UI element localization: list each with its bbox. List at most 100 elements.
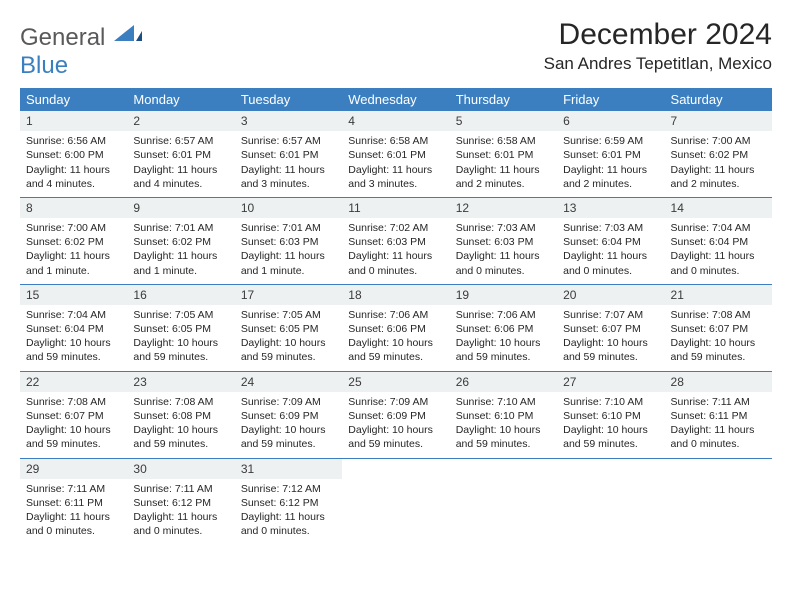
sunset-label: Sunset: 6:07 PM: [26, 409, 121, 423]
daylight-label: Daylight: 10 hours and 59 minutes.: [241, 336, 336, 364]
day-detail: Sunrise: 7:02 AMSunset: 6:03 PMDaylight:…: [342, 218, 449, 284]
sunset-label: Sunset: 6:01 PM: [133, 148, 228, 162]
sunrise-label: Sunrise: 7:07 AM: [563, 308, 658, 322]
sunrise-label: Sunrise: 7:00 AM: [671, 134, 766, 148]
weekday-label: Friday: [557, 88, 664, 111]
sunset-label: Sunset: 6:05 PM: [133, 322, 228, 336]
day-detail: Sunrise: 7:07 AMSunset: 6:07 PMDaylight:…: [557, 305, 664, 371]
sunset-label: Sunset: 6:10 PM: [563, 409, 658, 423]
day-number: 15: [20, 285, 127, 305]
day-detail: Sunrise: 7:05 AMSunset: 6:05 PMDaylight:…: [127, 305, 234, 371]
day-number: 17: [235, 285, 342, 305]
day-number: 28: [665, 372, 772, 392]
daylight-label: Daylight: 10 hours and 59 minutes.: [456, 336, 551, 364]
daylight-label: Daylight: 11 hours and 4 minutes.: [133, 163, 228, 191]
day-number: 13: [557, 198, 664, 218]
sunrise-label: Sunrise: 7:06 AM: [456, 308, 551, 322]
sunrise-label: Sunrise: 7:05 AM: [241, 308, 336, 322]
calendar-cell: 15 Sunrise: 7:04 AMSunset: 6:04 PMDayligh…: [20, 285, 127, 371]
header-bar: General Blue December 2024 San Andres Te…: [20, 18, 772, 80]
calendar-cell: 26Sunrise: 7:10 AMSunset: 6:10 PMDayligh…: [450, 372, 557, 458]
day-number: 23: [127, 372, 234, 392]
day-number: 24: [235, 372, 342, 392]
sunset-label: Sunset: 6:04 PM: [26, 322, 121, 336]
calendar-cell: 19Sunrise: 7:06 AMSunset: 6:06 PMDayligh…: [450, 285, 557, 371]
sunset-label: Sunset: 6:03 PM: [241, 235, 336, 249]
sunrise-label: Sunrise: 7:04 AM: [26, 308, 121, 322]
calendar-cell: 30Sunrise: 7:11 AMSunset: 6:12 PMDayligh…: [127, 459, 234, 545]
sunset-label: Sunset: 6:11 PM: [26, 496, 121, 510]
weekday-label: Sunday: [20, 88, 127, 111]
calendar-cell: 11Sunrise: 7:02 AMSunset: 6:03 PMDayligh…: [342, 198, 449, 284]
day-detail: Sunrise: 7:08 AMSunset: 6:08 PMDaylight:…: [127, 392, 234, 458]
day-detail: Sunrise: 7:09 AMSunset: 6:09 PMDaylight:…: [342, 392, 449, 458]
daylight-label: Daylight: 11 hours and 1 minute.: [26, 249, 121, 277]
calendar-cell: 20Sunrise: 7:07 AMSunset: 6:07 PMDayligh…: [557, 285, 664, 371]
day-detail: Sunrise: 7:08 AMSunset: 6:07 PMDaylight:…: [665, 305, 772, 371]
sunset-label: Sunset: 6:04 PM: [563, 235, 658, 249]
weekday-label: Thursday: [450, 88, 557, 111]
day-detail: Sunrise: 7:10 AMSunset: 6:10 PMDaylight:…: [557, 392, 664, 458]
weekday-label: Saturday: [665, 88, 772, 111]
daylight-label: Daylight: 11 hours and 0 minutes.: [563, 249, 658, 277]
daylight-label: Daylight: 10 hours and 59 minutes.: [456, 423, 551, 451]
month-title: December 2024: [544, 18, 772, 52]
day-detail: Sunrise: 7:08 AMSunset: 6:07 PMDaylight:…: [20, 392, 127, 458]
sunset-label: Sunset: 6:01 PM: [241, 148, 336, 162]
calendar-cell: 13Sunrise: 7:03 AMSunset: 6:04 PMDayligh…: [557, 198, 664, 284]
sunset-label: Sunset: 6:01 PM: [456, 148, 551, 162]
day-number: 6: [557, 111, 664, 131]
daylight-label: Daylight: 10 hours and 59 minutes.: [671, 336, 766, 364]
sunset-label: Sunset: 6:11 PM: [671, 409, 766, 423]
calendar-week: 29Sunrise: 7:11 AMSunset: 6:11 PMDayligh…: [20, 458, 772, 545]
calendar-cell: 16Sunrise: 7:05 AMSunset: 6:05 PMDayligh…: [127, 285, 234, 371]
sunset-label: Sunset: 6:09 PM: [241, 409, 336, 423]
sunrise-label: Sunrise: 6:58 AM: [456, 134, 551, 148]
sunset-label: Sunset: 6:00 PM: [26, 148, 121, 162]
logo-sail-icon: [114, 25, 142, 45]
day-number: 22: [20, 372, 127, 392]
day-number: 30: [127, 459, 234, 479]
sunrise-label: Sunrise: 7:10 AM: [456, 395, 551, 409]
daylight-label: Daylight: 11 hours and 0 minutes.: [241, 510, 336, 538]
day-detail: Sunrise: 6:58 AMSunset: 6:01 PMDaylight:…: [342, 131, 449, 197]
calendar-cell: 31Sunrise: 7:12 AMSunset: 6:12 PMDayligh…: [235, 459, 342, 545]
sunrise-label: Sunrise: 7:08 AM: [671, 308, 766, 322]
sunrise-label: Sunrise: 6:57 AM: [241, 134, 336, 148]
day-detail: Sunrise: 7:09 AMSunset: 6:09 PMDaylight:…: [235, 392, 342, 458]
sunrise-label: Sunrise: 7:08 AM: [133, 395, 228, 409]
sunrise-label: Sunrise: 7:06 AM: [348, 308, 443, 322]
location-label: San Andres Tepetitlan, Mexico: [544, 54, 772, 74]
day-number: 20: [557, 285, 664, 305]
daylight-label: Daylight: 11 hours and 0 minutes.: [348, 249, 443, 277]
sunrise-label: Sunrise: 7:11 AM: [133, 482, 228, 496]
calendar-cell: 2Sunrise: 6:57 AMSunset: 6:01 PMDaylight…: [127, 111, 234, 197]
sunrise-label: Sunrise: 6:59 AM: [563, 134, 658, 148]
sunrise-label: Sunrise: 7:09 AM: [348, 395, 443, 409]
daylight-label: Daylight: 10 hours and 59 minutes.: [26, 336, 121, 364]
calendar-cell: 23Sunrise: 7:08 AMSunset: 6:08 PMDayligh…: [127, 372, 234, 458]
sunrise-label: Sunrise: 7:02 AM: [348, 221, 443, 235]
day-detail: Sunrise: 7:06 AMSunset: 6:06 PMDaylight:…: [342, 305, 449, 371]
calendar-week: 15Sunrise: 7:04 AMSunset: 6:04 PMDayligh…: [20, 284, 772, 371]
calendar-cell: 3Sunrise: 6:57 AMSunset: 6:01 PMDaylight…: [235, 111, 342, 197]
daylight-label: Daylight: 10 hours and 59 minutes.: [241, 423, 336, 451]
daylight-label: Daylight: 10 hours and 59 minutes.: [133, 336, 228, 364]
sunset-label: Sunset: 6:08 PM: [133, 409, 228, 423]
day-number: 31: [235, 459, 342, 479]
day-detail: Sunrise: 7:11 AMSunset: 6:12 PMDaylight:…: [127, 479, 234, 545]
day-detail: Sunrise: 7:05 AMSunset: 6:05 PMDaylight:…: [235, 305, 342, 371]
day-detail: Sunrise: 6:59 AMSunset: 6:01 PMDaylight:…: [557, 131, 664, 197]
weekday-label: Tuesday: [235, 88, 342, 111]
daylight-label: Daylight: 11 hours and 2 minutes.: [671, 163, 766, 191]
day-detail: Sunrise: 7:11 AMSunset: 6:11 PMDaylight:…: [20, 479, 127, 545]
daylight-label: Daylight: 11 hours and 2 minutes.: [563, 163, 658, 191]
sunrise-label: Sunrise: 7:05 AM: [133, 308, 228, 322]
sunset-label: Sunset: 6:10 PM: [456, 409, 551, 423]
day-detail: Sunrise: 7:10 AMSunset: 6:10 PMDaylight:…: [450, 392, 557, 458]
day-number: 16: [127, 285, 234, 305]
sunset-label: Sunset: 6:07 PM: [671, 322, 766, 336]
daylight-label: Daylight: 11 hours and 3 minutes.: [348, 163, 443, 191]
sunrise-label: Sunrise: 7:11 AM: [26, 482, 121, 496]
day-number: 7: [665, 111, 772, 131]
